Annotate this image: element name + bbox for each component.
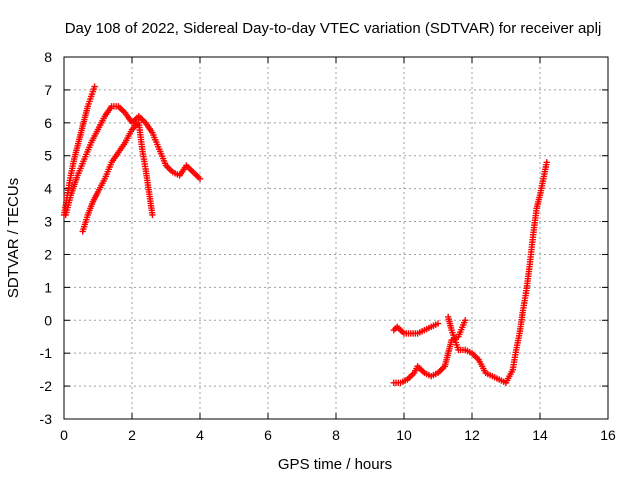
y-tick-label: 8 [44,49,52,65]
y-tick-label: 4 [44,181,52,197]
x-tick-label: 12 [464,427,480,443]
data-point [196,175,204,182]
y-tick-label: -2 [40,378,53,394]
x-tick-label: 0 [60,427,68,443]
x-tick-labels: 0 2 4 6 8 10 12 14 16 [60,427,616,443]
x-tick-label: 14 [532,427,548,443]
x-tick-label: 6 [264,427,272,443]
y-tick-label: 3 [44,214,52,230]
data-point [149,211,156,219]
y-tick-label: 1 [44,279,52,295]
y-tick-label: 0 [44,312,52,328]
data-point [543,159,550,166]
y-tick-label: -1 [40,345,53,361]
y-tick-label: 7 [44,82,52,98]
tick-marks [63,56,609,420]
y-tick-label: 2 [44,246,52,262]
data-points [60,83,550,386]
chart-title: Day 108 of 2022, Sidereal Day-to-day VTE… [65,20,602,37]
grid [64,57,608,419]
y-tick-labels: -3 -2 -1 0 1 2 3 4 5 6 7 8 [40,49,53,427]
data-point [91,83,98,90]
y-tick-label: -3 [40,411,53,427]
x-tick-label: 10 [396,427,412,443]
y-tick-label: 6 [44,115,52,131]
x-tick-label: 2 [128,427,136,443]
data-point [462,317,469,324]
data-point [434,320,442,327]
x-tick-label: 4 [196,427,204,443]
y-axis-label: SDTVAR / TECUs [5,178,22,298]
x-tick-label: 8 [332,427,340,443]
x-tick-label: 16 [600,427,616,443]
x-axis-label: GPS time / hours [278,456,392,473]
y-tick-label: 5 [44,148,52,164]
